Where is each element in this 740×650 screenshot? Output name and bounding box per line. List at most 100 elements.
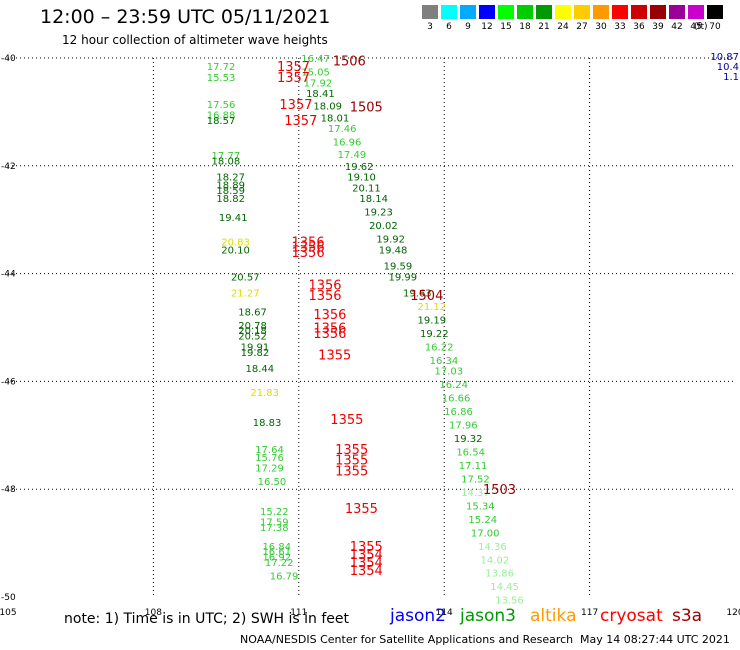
color-swatch-label: 21 xyxy=(538,22,550,32)
wave-height-label: 19.59 xyxy=(384,262,413,273)
wave-height-label: 17.72 xyxy=(207,62,236,73)
wave-height-label: 19.41 xyxy=(219,213,248,224)
wave-height-label: 16.50 xyxy=(258,477,287,488)
color-scale-unit: (ft) xyxy=(694,22,708,32)
longitude-tick-label: 117 xyxy=(581,608,598,618)
legend-s3a: s3a xyxy=(672,606,703,626)
pass-time-label: 1503 xyxy=(483,483,516,498)
legend-jason2: jason2 xyxy=(390,606,446,626)
color-swatch xyxy=(707,5,723,19)
longitude-tick-label: 111 xyxy=(290,608,307,618)
pass-time-label: 1355 xyxy=(330,413,363,428)
latitude-tick-label: -46 xyxy=(1,377,16,387)
wave-height-label: 16.61 xyxy=(262,547,291,558)
pass-time-label: 1357 xyxy=(284,114,317,129)
latitude-tick-label: -44 xyxy=(1,270,16,280)
wave-height-label: 19.62 xyxy=(345,162,374,173)
wave-height-label: 17.22 xyxy=(265,558,294,569)
wave-height-label: 15.24 xyxy=(468,515,497,526)
pass-time-label: 1357 xyxy=(277,60,310,75)
legend-altika: altika xyxy=(530,606,577,626)
wave-height-label: 14.45 xyxy=(490,582,519,593)
wave-height-label: 16.54 xyxy=(456,447,485,458)
pass-time-label: 1356 xyxy=(313,322,346,337)
pass-time-label: 1355 xyxy=(335,464,368,479)
wave-height-label: 20.78 xyxy=(238,321,267,332)
wave-height-label: 17.46 xyxy=(328,124,357,135)
wave-height-label: 16.24 xyxy=(439,380,468,391)
wave-height-label: 18.09 xyxy=(313,101,342,112)
color-swatch xyxy=(479,5,495,19)
wave-height-label: 18.82 xyxy=(216,194,245,205)
latitude-tick-label: -42 xyxy=(1,162,16,172)
legend-cryosat: cryosat xyxy=(600,606,663,626)
color-swatch xyxy=(593,5,609,19)
color-swatch xyxy=(631,5,647,19)
color-swatch xyxy=(669,5,685,19)
longitude-tick-label: 105 xyxy=(0,608,17,618)
pass-time-label: 1356 xyxy=(313,308,346,323)
wave-height-label: 17.52 xyxy=(461,474,490,485)
wave-height-label: 19.48 xyxy=(379,245,408,256)
latitude-tick-label: -48 xyxy=(1,485,16,495)
map-axis-labels: 105 108 111 114 117 120 -40 -42 -44 -46 -48 -50 xyxy=(0,54,740,618)
wave-height-label: 17.64 xyxy=(255,445,284,456)
wave-height-label: 17.77 xyxy=(212,151,241,162)
wave-height-label: 16.34 xyxy=(430,356,459,367)
color-swatch xyxy=(498,5,514,19)
pass-time-label: 1355 xyxy=(318,348,351,363)
wave-height-label: 16.88 xyxy=(207,111,236,122)
longitude-tick-label: 114 xyxy=(436,608,453,618)
wave-height-label: 15.34 xyxy=(466,501,495,512)
wave-height-label: 17.11 xyxy=(459,461,488,472)
wave-height-label: 15.53 xyxy=(207,73,236,84)
wave-height-label: 17.03 xyxy=(435,367,464,378)
latitude-tick-label: -40 xyxy=(1,54,16,64)
wave-height-label: 15.76 xyxy=(255,453,284,464)
longitude-tick-label: 120 xyxy=(726,608,740,618)
wave-height-label: 16.22 xyxy=(425,342,454,353)
wave-height-label: 21.27 xyxy=(231,288,260,299)
wave-height-label: 20.02 xyxy=(369,221,398,232)
color-swatch-label: 12 xyxy=(481,22,493,32)
wave-height-label: 15.05 xyxy=(301,67,330,78)
credit-line: NOAA/NESDIS Center for Satellite Applica… xyxy=(240,633,574,646)
pass-time-label: 1354 xyxy=(350,556,383,571)
generated-timestamp: May 14 08:27:44 UTC 2021 xyxy=(580,633,730,646)
color-swatch xyxy=(422,5,438,19)
wave-height-label: 18.08 xyxy=(212,156,241,167)
wave-height-label: 19.63 xyxy=(403,288,432,299)
wave-height-label: 20.10 xyxy=(221,245,250,256)
wave-height-label: 18.27 xyxy=(216,173,245,184)
pass-time-label: 1356 xyxy=(308,278,341,293)
wave-height-label: 17.49 xyxy=(338,150,367,161)
color-swatch-label: 3 xyxy=(427,22,433,32)
latitude-tick-label: -50 xyxy=(1,593,16,603)
edge-label: 1.1 xyxy=(723,72,739,83)
legend-jason3: jason3 xyxy=(460,606,516,626)
pass-time-label: 1357 xyxy=(279,98,312,113)
pass-time-label: 1504 xyxy=(410,289,443,304)
color-swatch xyxy=(441,5,457,19)
color-swatch-label: 42 xyxy=(671,22,683,32)
wave-height-label: 19.32 xyxy=(454,434,483,445)
color-swatch-label: 39 xyxy=(652,22,664,32)
wave-height-label: 17.59 xyxy=(260,518,289,529)
color-swatch xyxy=(536,5,552,19)
wave-height-label: 18.89 xyxy=(216,181,245,192)
wave-height-label: 14.02 xyxy=(481,555,510,566)
wave-height-label: 19.22 xyxy=(420,329,449,340)
wave-height-label: 16.47 xyxy=(301,54,330,65)
pass-time-label: 1355 xyxy=(335,454,368,469)
color-swatch xyxy=(650,5,666,19)
color-swatch-label: 24 xyxy=(557,22,569,32)
wave-height-label: 21.83 xyxy=(250,388,279,399)
pass-time-label: 1356 xyxy=(292,235,325,250)
wave-height-label: 17.00 xyxy=(471,528,500,539)
color-swatch-label: 70 xyxy=(709,22,721,32)
wave-height-label: 18.41 xyxy=(306,89,335,100)
wave-height-label: 19.19 xyxy=(418,315,447,326)
